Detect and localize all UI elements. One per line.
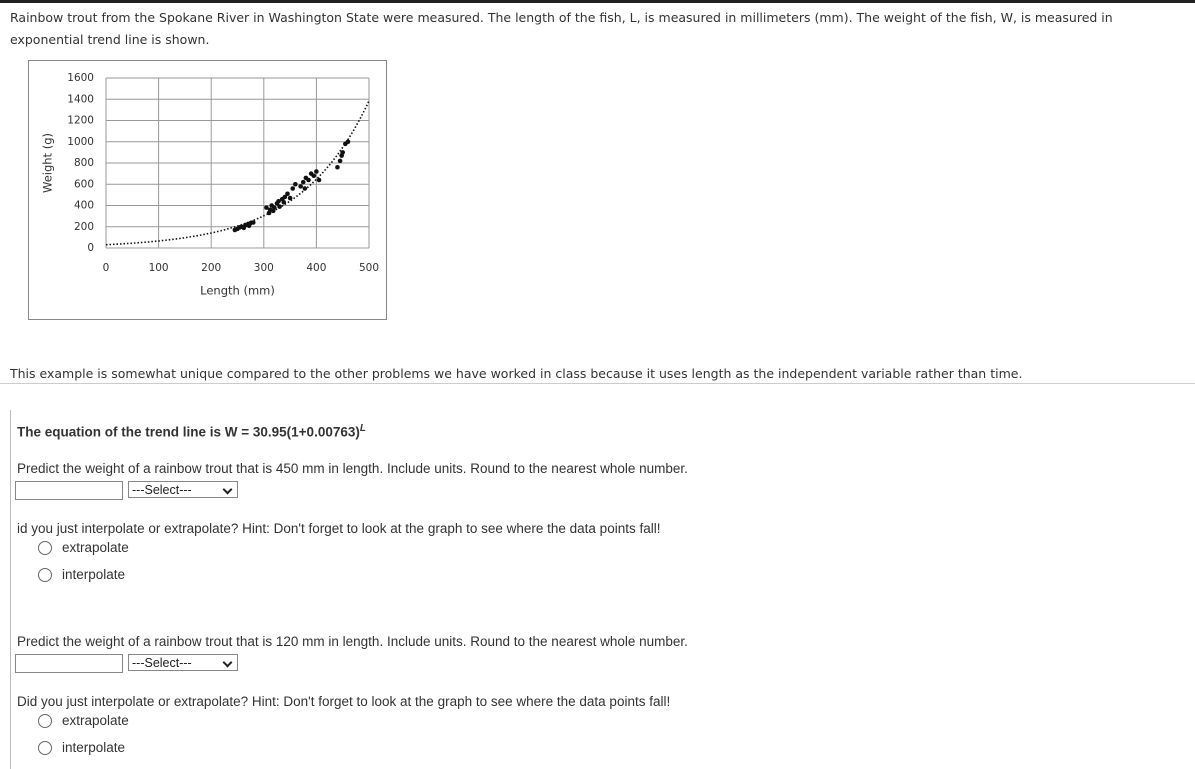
trend-line	[106, 100, 370, 246]
data-point	[337, 158, 343, 164]
y-tick-label: 600	[74, 178, 94, 190]
y-tick-label: 1600	[67, 72, 94, 84]
intro-line: exponential trend line is shown.	[10, 32, 210, 47]
radio-button[interactable]	[38, 714, 52, 729]
section-border	[10, 410, 11, 769]
prompt: Predict the weight of a rainbow trout th…	[17, 634, 688, 649]
radio-button[interactable]	[38, 541, 52, 556]
data-point	[287, 195, 293, 201]
answer-input[interactable]	[15, 481, 123, 500]
radio-option[interactable]: extrapolate	[38, 713, 129, 729]
y-tick-label: 800	[74, 157, 94, 169]
option-label: extrapolate	[62, 713, 129, 728]
data-point	[300, 179, 306, 185]
data-point	[314, 169, 319, 174]
data-point	[281, 200, 287, 205]
y-tick-label: 0	[87, 242, 94, 254]
equation-exponent: L	[359, 423, 366, 434]
equation: The equation of the trend line is W = 30…	[17, 423, 366, 440]
equation-text: The equation of the trend line is W = 30…	[17, 424, 360, 440]
option-label: interpolate	[62, 567, 126, 582]
radio-option[interactable]: interpolate	[38, 740, 126, 756]
data-point	[276, 198, 281, 204]
prompt: Predict the weight of a rainbow trout th…	[17, 461, 688, 476]
x-axis-title: Length (mm)	[200, 284, 275, 298]
y-tick-label: 1400	[67, 93, 94, 105]
y-tick-label: 1000	[67, 136, 94, 148]
x-tick-label: 200	[201, 262, 221, 274]
data-point	[277, 204, 282, 209]
data-point	[282, 194, 288, 200]
data-point	[302, 186, 308, 191]
data-point	[285, 191, 290, 197]
data-point	[250, 220, 256, 225]
y-tick-label: 200	[74, 221, 94, 233]
separator	[0, 383, 1195, 384]
x-tick-label: 500	[359, 262, 379, 274]
top-border	[0, 0, 1195, 3]
data-point	[340, 150, 346, 155]
radio-option[interactable]: extrapolate	[38, 540, 129, 556]
y-tick-label: 400	[74, 200, 94, 212]
radio-option[interactable]: interpolate	[38, 567, 126, 583]
data-point	[306, 177, 311, 183]
x-tick-label: 400	[306, 262, 326, 274]
x-tick-label: 300	[254, 262, 274, 274]
data-point	[298, 184, 303, 189]
option-label: interpolate	[62, 740, 126, 755]
chart-frame	[28, 60, 387, 320]
followup: id you just interpolate or extrapolate? …	[17, 521, 661, 536]
unit-select[interactable]: ---Select---	[128, 481, 238, 498]
option-label: extrapolate	[62, 540, 129, 555]
data-point	[345, 139, 351, 145]
data-point	[335, 164, 340, 170]
data-point	[311, 173, 317, 179]
y-tick-label: 1200	[67, 115, 94, 127]
followup: Did you just interpolate or extrapolate?…	[17, 694, 671, 709]
x-tick-label: 0	[103, 262, 110, 274]
unit-select[interactable]: ---Select---	[128, 654, 238, 671]
chart: 0 200 400 600 800 1000 1200 1400 1600 0 100 200 300 4…	[28, 60, 387, 320]
radio-button[interactable]	[38, 741, 52, 756]
intro-line: Rainbow trout from the Spokane River in …	[10, 10, 1113, 25]
data-point	[264, 205, 269, 210]
radio-button[interactable]	[38, 568, 52, 583]
data-point	[290, 186, 296, 191]
y-axis-title: Weight (g)	[41, 133, 55, 193]
data-point	[272, 205, 277, 210]
x-tick-label: 100	[149, 262, 169, 274]
data-point	[316, 177, 322, 183]
note: This example is somewhat unique compared…	[10, 366, 1023, 381]
answer-input[interactable]	[15, 654, 123, 673]
data-point	[293, 181, 298, 187]
